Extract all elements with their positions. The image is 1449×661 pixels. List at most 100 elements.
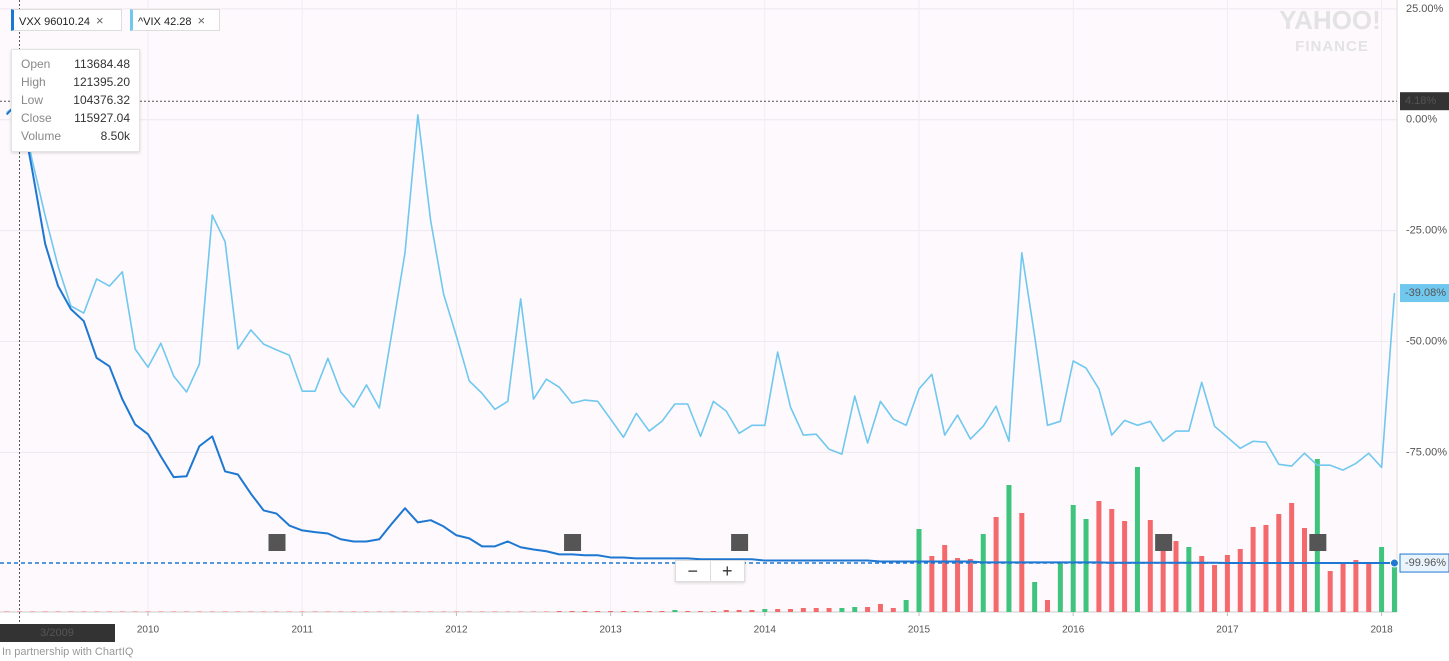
volume-bar: [890, 608, 896, 612]
volume-bar: [1134, 467, 1140, 612]
last-value-dot: [1389, 558, 1399, 568]
volume-bar: [1122, 521, 1128, 612]
zoom-out[interactable]: −: [676, 561, 711, 581]
volume-bar: [106, 611, 112, 612]
y-tick-label: -50.00%: [1406, 335, 1447, 347]
credit: In partnership with ChartIQ: [2, 646, 134, 658]
volume-bar: [736, 610, 742, 612]
volume-bar: [132, 611, 138, 612]
volume-bar: [1070, 505, 1076, 612]
volume-bar: [569, 611, 575, 612]
last-value-label: -99.96%: [1405, 557, 1446, 569]
volume-bar: [1327, 571, 1333, 612]
event-label: S: [272, 535, 280, 549]
tooltip: Open 113684.48 High 121395.20 Low 104376.32 Cl…: [11, 49, 140, 152]
volume-bar: [376, 611, 382, 612]
last-value-label: -39.08%: [1405, 287, 1446, 299]
volume-bar: [633, 611, 639, 612]
close-icon[interactable]: ×: [95, 13, 104, 28]
volume-bar: [1032, 582, 1038, 612]
y-tick-label: -25.00%: [1406, 225, 1447, 237]
tooltip-row: Close 115927.04: [21, 111, 130, 129]
zoom-in[interactable]: +: [721, 561, 733, 581]
crosshair-y-label: 4.18%: [1405, 95, 1436, 107]
volume-bar: [582, 611, 588, 612]
volume-bar: [1045, 600, 1050, 612]
x-tick-label: 2017: [1216, 625, 1239, 636]
y-tick-label: 25.00%: [1406, 3, 1444, 15]
crosshair-x-label: 3/2009: [40, 627, 74, 639]
x-tick-label: 2016: [1062, 625, 1085, 636]
event-marker: [1155, 534, 1173, 551]
volume-bar: [1147, 520, 1153, 612]
volume-bar: [479, 611, 485, 612]
volume-bar: [68, 611, 74, 612]
volume-bar: [800, 608, 806, 612]
volume-bar: [762, 609, 768, 612]
volume-bar: [145, 611, 151, 612]
volume-bar: [1109, 509, 1115, 612]
volume-bar: [775, 609, 781, 612]
volume-bar: [1353, 560, 1359, 612]
x-tick-label: 2011: [291, 625, 313, 636]
tooltip-label: Close: [21, 111, 52, 125]
volume-bar: [993, 517, 999, 612]
plot-background: [0, 0, 1397, 612]
volume-bar: [55, 611, 61, 612]
legend-item[interactable]: VXX 96010.24 ×: [11, 9, 122, 31]
volume-bar: [351, 611, 357, 612]
volume-bar: [1173, 541, 1179, 612]
event-label: S: [735, 535, 743, 549]
volume-bar: [1160, 535, 1166, 612]
crosshair-y-badge: [1400, 92, 1449, 111]
volume-bar: [1199, 556, 1205, 612]
close-icon[interactable]: ×: [197, 13, 206, 28]
volume-bar: [453, 611, 459, 612]
legend-quote: 96010.24: [44, 16, 90, 28]
event-marker: [564, 534, 582, 551]
volume-bar: [1224, 555, 1230, 612]
series-line: [6, 102, 1396, 471]
tooltip-label: High: [21, 75, 46, 89]
watermark: YAHOO!: [1279, 5, 1381, 35]
volume-bar: [543, 611, 549, 612]
x-tick-label: 2010: [137, 625, 160, 636]
volume-bar: [248, 611, 254, 612]
volume-bar: [415, 611, 421, 612]
tooltip-label: Low: [21, 93, 44, 107]
x-tick-label: 2018: [1370, 625, 1393, 636]
volume-bar: [955, 558, 961, 612]
volume-bar: [556, 611, 562, 612]
volume-bar: [903, 600, 909, 612]
event-label: S: [1159, 535, 1167, 549]
volume-bar: [980, 534, 986, 612]
volume-bar: [788, 609, 793, 612]
volume-bar: [363, 611, 369, 612]
volume-bar: [42, 611, 48, 612]
tooltip-label: Open: [21, 57, 51, 71]
volume-bar: [81, 611, 87, 612]
tooltip-row: Open 113684.48: [21, 57, 130, 75]
volume-bar: [531, 611, 536, 612]
volume-bar: [620, 611, 626, 612]
volume-bar: [1366, 563, 1372, 612]
volume-bar: [672, 610, 678, 612]
volume-bar: [929, 556, 935, 612]
volume-bar: [466, 611, 472, 612]
volume-bar: [1302, 528, 1307, 612]
volume-bar: [325, 611, 331, 612]
volume-bar: [826, 608, 832, 612]
volume-bar: [389, 611, 395, 612]
volume-bar: [299, 611, 305, 612]
volume-bar: [813, 608, 819, 612]
volume-bar: [1186, 547, 1192, 612]
volume-bar: [659, 611, 665, 612]
legend-item[interactable]: ^VIX 42.28 ×: [130, 9, 220, 31]
volume-bar: [698, 611, 704, 612]
volume-bar: [158, 611, 164, 612]
volume-bar: [196, 611, 202, 612]
volume-bar: [916, 529, 922, 612]
volume-bar: [1340, 562, 1346, 612]
legend-quote: 42.28: [163, 16, 192, 28]
